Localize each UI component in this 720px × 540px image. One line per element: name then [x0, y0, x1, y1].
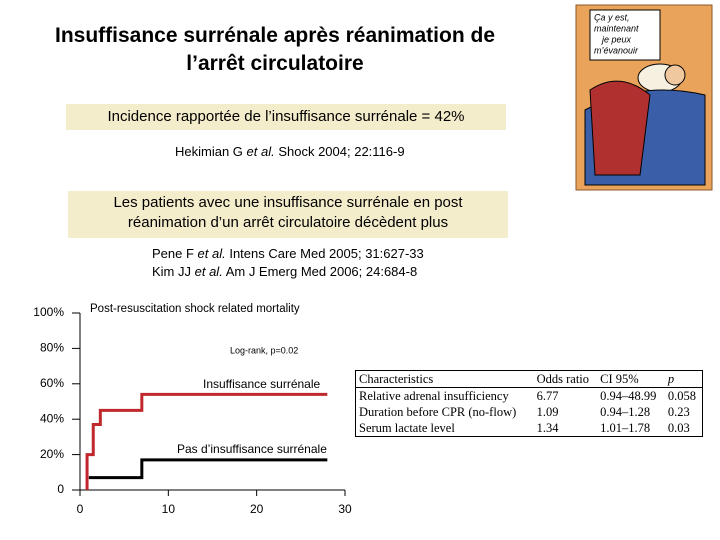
table-row: Serum lactate level 1.34 1.01–1.78 0.03	[356, 420, 703, 437]
reference: Kim JJ et al. Am J Emerg Med 2006; 24:68…	[152, 264, 417, 279]
table-cell: Serum lactate level	[359, 421, 455, 435]
table-cell: 1.34	[536, 421, 559, 435]
y-tick-label: 100%	[33, 305, 64, 319]
coat	[589, 80, 651, 176]
table-cell: 1.01–1.78	[600, 421, 651, 435]
cartoon-text: m’évanouir	[594, 45, 639, 55]
title-line: l’arrêt circulatoire	[186, 52, 364, 75]
cartoon-text: Ça y est,	[594, 12, 630, 22]
series-label: Insuffisance surrénale	[203, 377, 321, 391]
y-tick-label: 40%	[40, 411, 64, 425]
y-tick-label: 80%	[40, 341, 64, 355]
header-cell: Odds ratio	[533, 370, 598, 388]
cartoon-text: je peux	[601, 34, 632, 44]
header-cell: p	[664, 370, 703, 388]
chart-title: Post-resuscitation shock related mortali…	[90, 303, 300, 315]
series-label: Pas d’insuffisance surrénale	[177, 442, 327, 456]
box-line: Les patients avec une insuffisance surré…	[113, 194, 463, 211]
y-tick-label: 20%	[40, 447, 64, 461]
plot: 0 20% 40% 60% 80% 100% 0 10 20 30 Post-resuscitati…	[33, 303, 352, 516]
x-tick-label: 30	[338, 502, 352, 516]
step-line	[85, 392, 328, 490]
x-tick-label: 0	[77, 502, 84, 516]
odds-table: Characteristics Odds ratio CI 95% p Relativ…	[355, 370, 703, 437]
y-tick-label: 0	[57, 482, 64, 496]
ref-text: et al.	[194, 264, 223, 279]
header-cell: Characteristics	[355, 370, 534, 388]
cartoon: Ça y est, maintenant je peux m’évanouir	[575, 4, 713, 191]
x-tick-label: 10	[162, 502, 176, 516]
table-cell: 6.77	[536, 389, 559, 403]
ref-text: Intens Care Med 2005; 31:627-33	[225, 246, 424, 261]
speech-bubble	[589, 9, 661, 61]
step-line	[88, 458, 328, 480]
mortality-box: Les patients avec une insuffisance surré…	[68, 191, 508, 238]
header-cell: CI 95%	[597, 370, 665, 388]
box-line: réanimation d’un arrêt circulatoire décè…	[127, 214, 449, 231]
incidence-box: Incidence rapportée de l’insuffisance su…	[66, 104, 506, 130]
x-tick-label: 20	[250, 502, 264, 516]
table-cell: 0.03	[667, 421, 690, 435]
reference: Pene F et al. Intens Care Med 2005; 31:6…	[152, 246, 424, 261]
table-row: Duration before CPR (no-flow) 1.09 0.94–1.…	[356, 404, 703, 420]
table-cell: Relative adrenal insufficiency	[359, 389, 509, 403]
ref-text: et al.	[246, 144, 275, 159]
table-cell: 0.94–48.99	[600, 389, 657, 403]
ref-text: Hekimian G	[175, 144, 247, 159]
ref-text: Shock 2004; 22:116-9	[274, 144, 405, 159]
cartoon-text: maintenant	[594, 23, 639, 33]
head	[664, 64, 686, 86]
header-row: Characteristics Odds ratio CI 95% p	[355, 370, 703, 388]
table-body: Relative adrenal insufficiency 6.77 0.94–4…	[356, 388, 703, 437]
annotation: Log-rank, p=0.02	[230, 345, 298, 355]
table-cell: 0.23	[667, 405, 690, 419]
table-cell: 1.09	[536, 405, 559, 419]
table-cell: 0.058	[667, 389, 696, 403]
y-tick-label: 60%	[40, 376, 64, 390]
table-cell: Duration before CPR (no-flow)	[359, 405, 517, 419]
ref-text: et al.	[197, 246, 226, 261]
ref-text: Kim JJ	[152, 264, 195, 279]
reference: Hekimian G et al. Shock 2004; 22:116-9	[175, 144, 405, 159]
ref-text: Pene F	[152, 246, 198, 261]
table-cell: 0.94–1.28	[600, 405, 651, 419]
title-line: Insuffisance surrénale après réanimation…	[55, 24, 495, 47]
table-row: Relative adrenal insufficiency 6.77 0.94–4…	[356, 388, 703, 405]
ref-text: Am J Emerg Med 2006; 24:684-8	[222, 264, 418, 279]
